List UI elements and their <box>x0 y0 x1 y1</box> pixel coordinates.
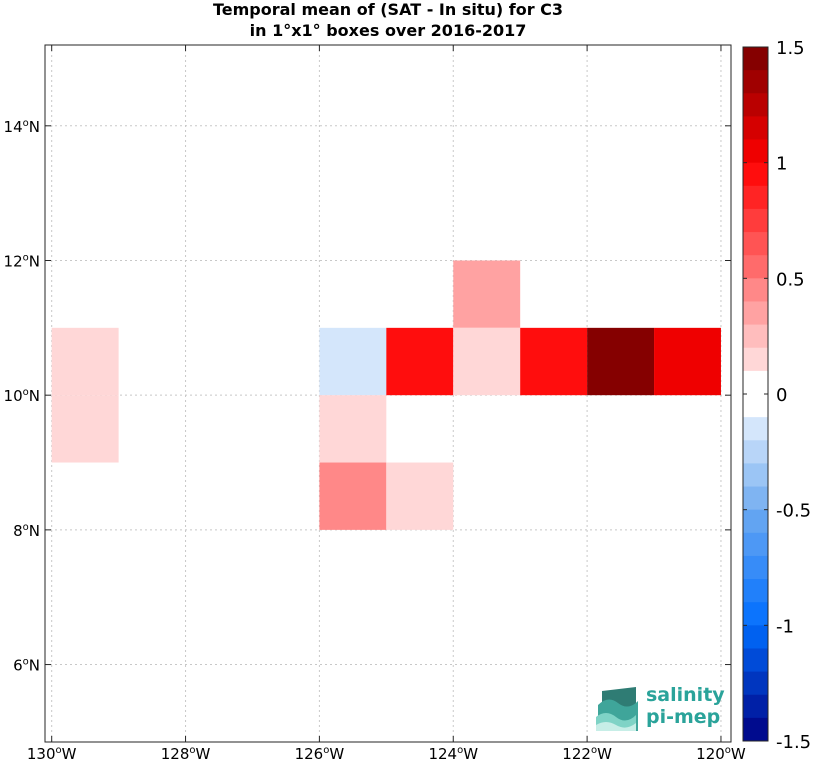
colorbar-tick-label: 1 <box>776 154 787 175</box>
logo-wave-icon <box>596 687 638 731</box>
heatmap-cell <box>319 395 387 463</box>
heatmap-cell <box>520 327 588 396</box>
colorbar-segment <box>743 116 768 141</box>
colorbar-tick-label: -0.5 <box>776 501 811 522</box>
logo-text-salinity: salinity <box>646 684 725 706</box>
colorbar-segment <box>743 717 768 742</box>
x-tick-label: 120oW <box>696 745 746 763</box>
y-tick-label: 6oN <box>13 657 40 675</box>
colorbar-segment <box>743 602 768 626</box>
colorbar-segment <box>743 694 768 719</box>
x-tick-label: 124oW <box>428 745 478 763</box>
colorbar-segment <box>743 555 768 580</box>
heatmap-cell <box>319 327 387 396</box>
chart-title-line-2: in 1°x1° boxes over 2016-2017 <box>249 21 527 40</box>
colorbar: 1.5 1 0.5 0 -0.5 -1 -1.5 <box>742 38 811 753</box>
y-tick-label: 14oN <box>4 118 40 136</box>
logo-text-pi-mep: pi-mep <box>646 706 721 728</box>
plot-border <box>44 44 732 743</box>
colorbar-tick-label: 0 <box>776 385 787 406</box>
y-tick-label: 12oN <box>4 252 40 270</box>
colorbar-tick-label: 1.5 <box>776 38 805 59</box>
colorbar-tick-label: -1.5 <box>776 732 811 753</box>
colorbar-segment <box>743 648 768 673</box>
salinity-pi-mep-logo: salinity pi-mep <box>596 683 726 733</box>
heatmap-cells <box>51 260 721 530</box>
heatmap-cell <box>51 327 119 396</box>
y-tick-label: 10oN <box>4 387 40 405</box>
colorbar-segment <box>743 440 768 464</box>
colorbar-segment <box>743 324 768 349</box>
colorbar-segment <box>743 301 768 326</box>
colorbar-segment <box>743 347 768 372</box>
chart-title-line-1: Temporal mean of (SAT - In situ) for C3 <box>212 0 564 19</box>
colorbar-segment <box>743 208 768 233</box>
colorbar-segment <box>743 162 768 187</box>
colorbar-segment <box>743 139 768 164</box>
heatmap-cell <box>386 327 454 396</box>
colorbar-tick-label: -1 <box>776 616 794 637</box>
colorbar-segment <box>743 232 768 256</box>
colorbar-segment <box>743 486 768 511</box>
colorbar-segment <box>743 625 768 649</box>
colorbar-segment <box>743 579 768 603</box>
colorbar-segment <box>743 278 768 302</box>
x-tick-label: 122oW <box>562 745 612 763</box>
colorbar-segment <box>743 417 768 441</box>
colorbar-segment <box>743 532 768 557</box>
x-tick-label: 128oW <box>161 745 211 763</box>
colorbar-segment <box>743 70 768 94</box>
colorbar-segment <box>743 255 768 279</box>
heatmap-cell <box>386 462 454 530</box>
heatmap-cell <box>453 260 521 328</box>
heatmap-cell <box>587 327 655 396</box>
colorbar-segment <box>743 394 768 418</box>
x-tick-label: 130oW <box>27 745 77 763</box>
colorbar-segment <box>743 93 768 117</box>
x-tick-label: 126oW <box>295 745 345 763</box>
heatmap-cell <box>654 327 721 396</box>
colorbar-segment <box>743 463 768 488</box>
y-tick-label: 8oN <box>13 522 40 540</box>
colorbar-segment <box>743 509 768 534</box>
colorbar-segment <box>743 185 768 210</box>
colorbar-segment <box>743 47 768 71</box>
colorbar-tick-label: 0.5 <box>776 269 805 290</box>
heatmap-cell <box>319 462 387 530</box>
heatmap-cell <box>453 327 521 396</box>
colorbar-segment <box>743 370 768 395</box>
axis-ticks: 130oW 128oW 126oW 124oW 122oW 120oW 6oN 8oN 10oN… <box>4 45 746 763</box>
colorbar-segment <box>743 671 768 696</box>
heatmap-cell <box>51 395 119 463</box>
